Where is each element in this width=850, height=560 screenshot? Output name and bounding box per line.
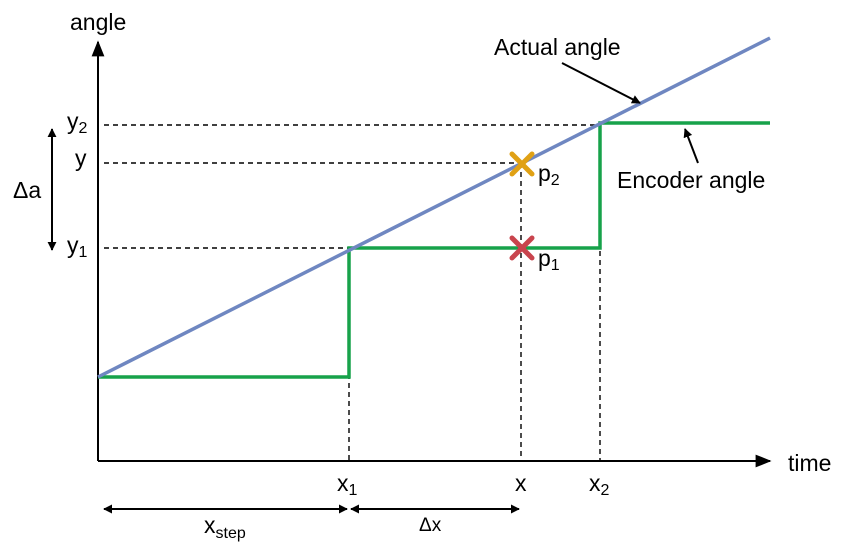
actual-angle-label: Actual angle xyxy=(494,34,621,60)
y-axis-label: angle xyxy=(70,9,126,35)
encoder-angle-line xyxy=(98,121,770,379)
p1-label: p1 xyxy=(538,245,560,274)
guide-lines xyxy=(104,124,601,461)
delta-a-label: Δa xyxy=(13,177,41,203)
x-tick-label: x xyxy=(515,470,527,496)
y-tick-label: y xyxy=(75,145,87,171)
encoder-angle-pointer xyxy=(683,128,699,164)
p1-marker xyxy=(509,235,535,261)
delta-x-label: Δx xyxy=(419,515,442,536)
x1-tick-label: x1 xyxy=(337,470,358,499)
p2-marker xyxy=(509,151,535,177)
x-step-label: xstep xyxy=(204,512,246,542)
p2-label: p2 xyxy=(538,160,560,189)
encoder-angle-label: Encoder angle xyxy=(617,167,765,193)
actual-angle-line xyxy=(97,36,771,379)
x-axis-label: time xyxy=(788,450,831,476)
y2-tick-label: y2 xyxy=(67,108,88,137)
x2-tick-label: x2 xyxy=(589,470,610,499)
y1-tick-label: y1 xyxy=(67,232,88,261)
actual-angle-pointer xyxy=(561,62,641,104)
